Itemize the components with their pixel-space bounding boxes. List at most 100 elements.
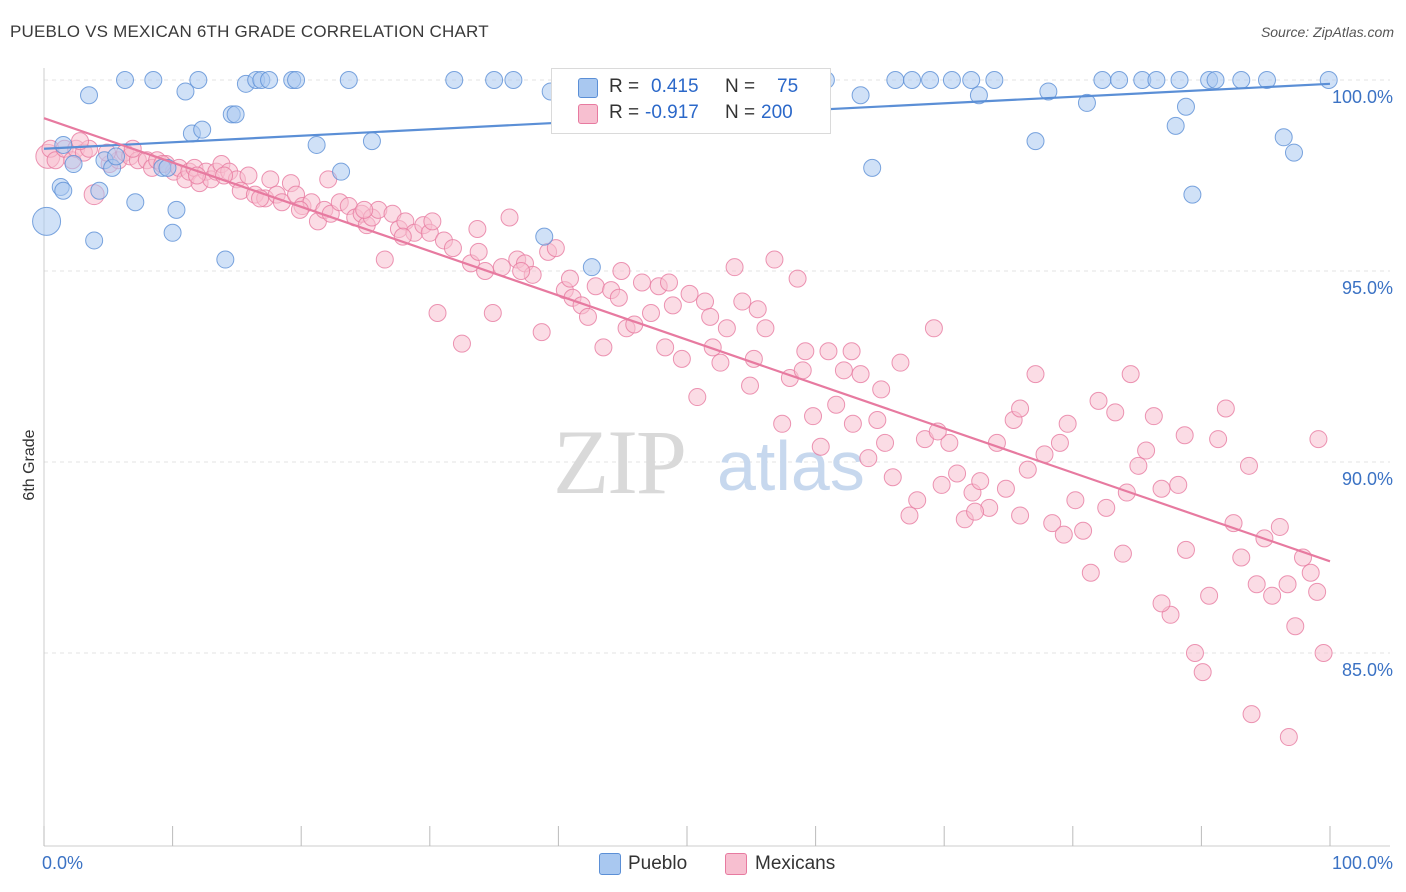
- pueblo-legend-label[interactable]: Pueblo: [628, 853, 688, 874]
- mexicans-point: [843, 414, 862, 433]
- mexicans-point: [1106, 403, 1125, 422]
- pueblo-point: [362, 132, 381, 151]
- mexicans-point: [868, 410, 887, 429]
- mexicans-point: [811, 437, 830, 456]
- mexicans-point: [971, 472, 990, 491]
- mexicans-point: [1185, 644, 1204, 662]
- mexicans-point: [423, 212, 442, 231]
- mexicans-point: [428, 304, 447, 323]
- pueblo-legend-swatch[interactable]: [599, 853, 621, 875]
- mexicans-point: [1113, 544, 1132, 563]
- mexicans-point: [748, 300, 767, 319]
- pueblo-point: [116, 71, 135, 89]
- pueblo-point: [985, 71, 1004, 89]
- mexicans-point: [500, 208, 519, 227]
- mexicans-point: [756, 319, 775, 338]
- pueblo-point: [54, 135, 73, 154]
- mexicans-point: [452, 334, 471, 353]
- mexicans-point: [443, 239, 462, 258]
- axes: [43, 68, 1390, 847]
- tick-labels: 100.0% 95.0% 90.0% 85.0% 0.0% 100.0%: [42, 87, 1393, 873]
- pueblo-point: [504, 71, 523, 89]
- pueblo-point: [942, 71, 961, 89]
- mexicans-point: [1193, 663, 1212, 682]
- pueblo-point: [1284, 143, 1303, 162]
- pueblo-point: [851, 86, 870, 105]
- mexicans-point: [609, 288, 628, 307]
- mexicans-point: [851, 365, 870, 384]
- mexicans-point: [672, 349, 691, 368]
- mexicans-point: [1121, 365, 1140, 384]
- mexicans-point: [1263, 586, 1282, 605]
- watermark-atlas: atlas: [717, 427, 865, 505]
- mexicans-point: [261, 170, 280, 189]
- r-value: 0.415: [651, 76, 699, 97]
- pueblo-point: [163, 223, 182, 242]
- mexicans-point: [1286, 617, 1305, 636]
- x-tick-label: 100.0%: [1332, 853, 1393, 873]
- mexicans-point: [512, 262, 531, 280]
- mexicans-point: [1043, 514, 1062, 533]
- mexicans-point: [355, 200, 374, 219]
- mexicans-point: [612, 262, 631, 280]
- mexicans-point: [908, 491, 927, 510]
- mexicans-point: [1209, 430, 1228, 449]
- stats-legend: R = 0.415 N = 75 R = -0.917 N = 200: [551, 68, 831, 134]
- mexicans-point: [546, 239, 565, 258]
- pueblo-point: [1077, 93, 1096, 112]
- mexicans-point: [641, 304, 660, 323]
- trend-lines: [43, 82, 1331, 563]
- mexicans-point: [680, 284, 699, 303]
- mexicans-point: [1089, 391, 1108, 410]
- pueblo-point: [1183, 185, 1202, 204]
- watermark-zip: ZIP: [553, 411, 685, 513]
- mexicans-point: [703, 338, 722, 357]
- mexicans-point: [688, 388, 707, 407]
- source-label: Source: ZipAtlas.com: [1260, 24, 1394, 40]
- mexicans-point: [900, 506, 919, 525]
- mexicans-point: [560, 269, 579, 288]
- mexicans-point: [940, 433, 959, 452]
- mexicans-point: [1011, 506, 1030, 525]
- mexicans-point: [711, 353, 730, 372]
- mexicans-point: [586, 277, 605, 296]
- mexicans-point: [1216, 399, 1235, 418]
- mexicans-point: [71, 132, 90, 151]
- mexicans-point: [1117, 483, 1136, 502]
- mexicans-point: [1074, 521, 1093, 540]
- mexicans-legend-label[interactable]: Mexicans: [755, 853, 836, 874]
- n-value: 75: [777, 76, 799, 97]
- n-value: 200: [761, 102, 793, 123]
- mexicans-point: [891, 353, 910, 372]
- y-tick-label: 90.0%: [1342, 469, 1393, 489]
- mexicans-swatch: [578, 104, 598, 124]
- pueblo-point: [1232, 71, 1251, 89]
- mexicans-point: [1054, 525, 1073, 544]
- pueblo-point: [1166, 116, 1185, 135]
- mexicans-legend-swatch[interactable]: [725, 853, 747, 875]
- pueblo-point: [886, 71, 905, 89]
- y-axis-label: 6th Grade: [21, 429, 38, 500]
- mexicans-point: [239, 166, 258, 185]
- pueblo-point: [126, 193, 145, 212]
- mexicans-point: [1309, 430, 1328, 449]
- pueblo-point: [969, 86, 988, 105]
- pueblo-series: [32, 71, 1338, 277]
- mexicans-point: [996, 479, 1015, 498]
- pueblo-point: [144, 71, 163, 89]
- pueblo-point: [1319, 71, 1338, 89]
- legend-row-pueblo: R = 0.415 N = 75: [552, 74, 830, 100]
- legend-row-mexicans: R = -0.917 N = 200: [552, 100, 830, 126]
- mexicans-point: [1066, 491, 1085, 510]
- mexicans-point: [872, 380, 891, 399]
- mexicans-point: [1278, 575, 1297, 594]
- pueblo-point: [339, 71, 358, 89]
- n-label: N =: [725, 76, 756, 97]
- mexicans-point: [859, 449, 878, 468]
- mexicans-point: [725, 258, 744, 277]
- mexicans-point: [1137, 441, 1156, 460]
- mexicans-point: [663, 296, 682, 315]
- mexicans-point: [1239, 456, 1258, 475]
- mexicans-point: [842, 342, 861, 361]
